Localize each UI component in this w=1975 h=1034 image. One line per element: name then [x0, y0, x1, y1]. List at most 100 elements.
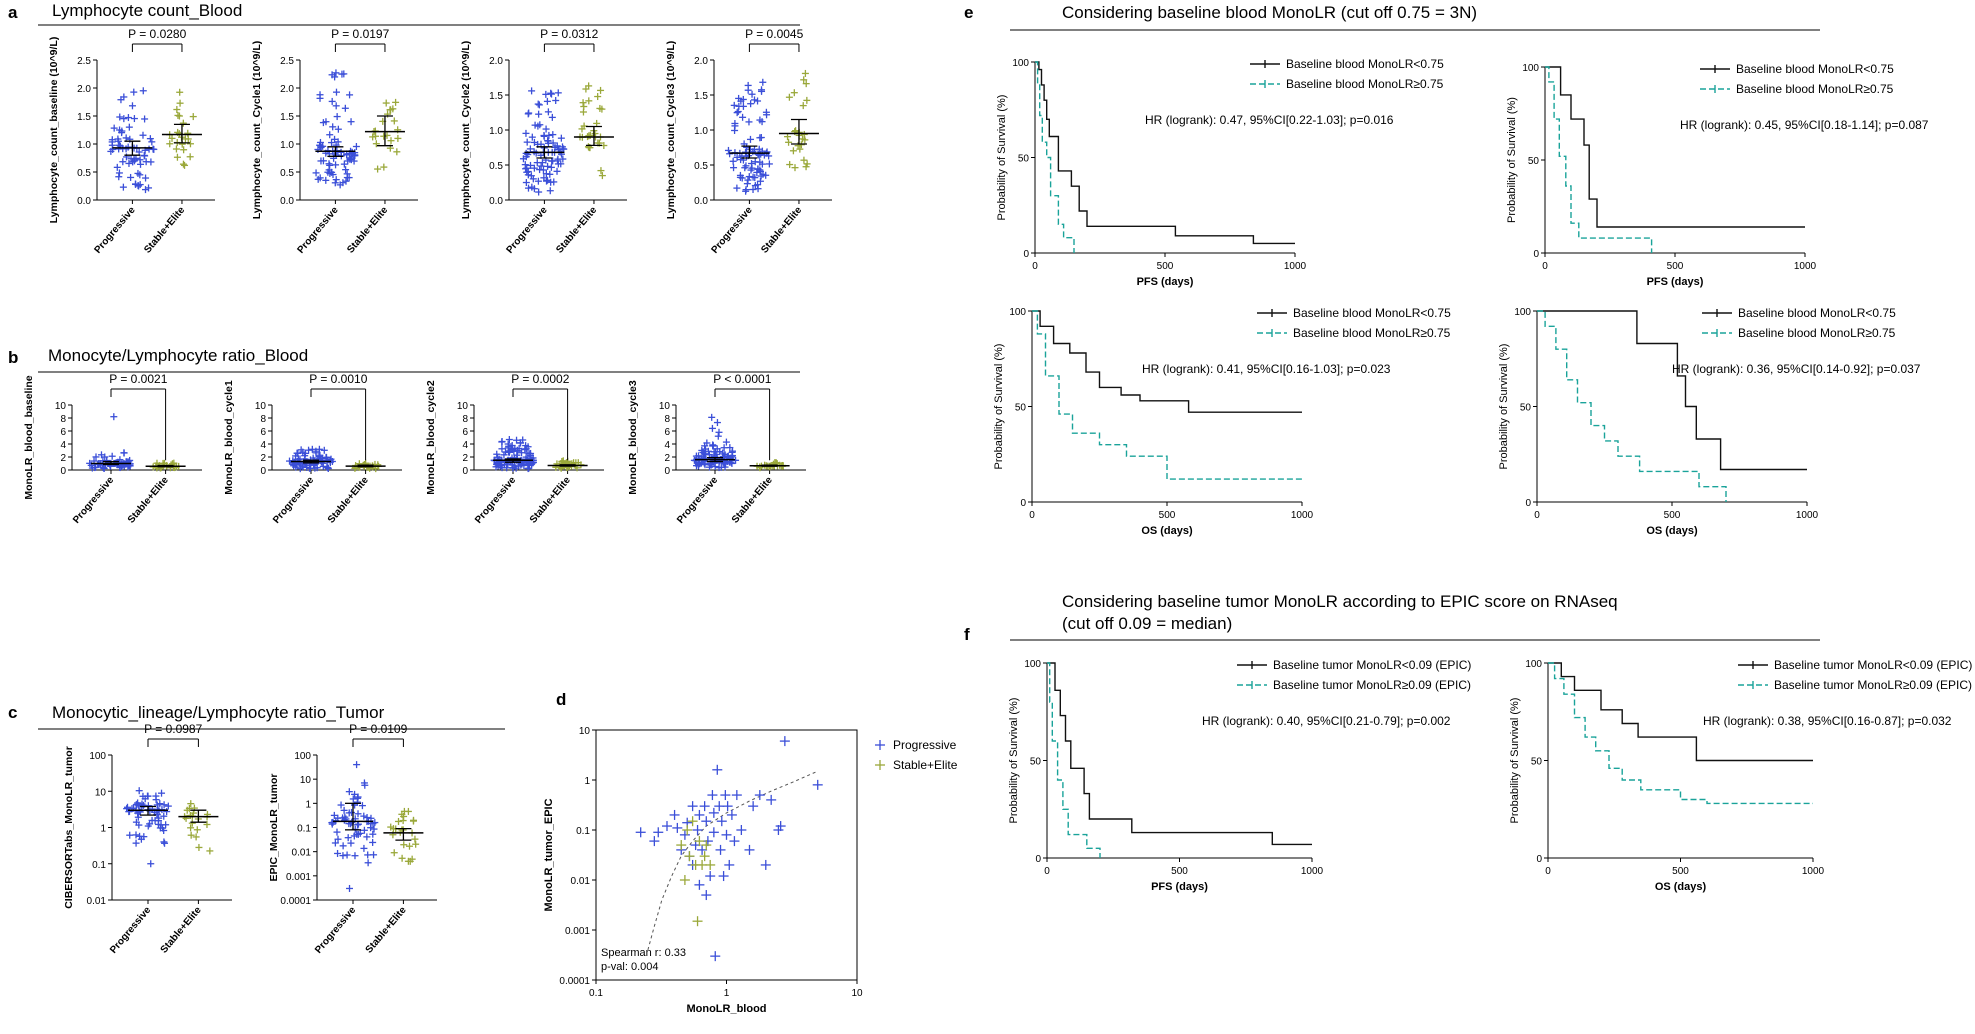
x-tick-label: 1	[724, 988, 730, 999]
y-axis-label: Probability of Survival (%)	[996, 95, 1008, 221]
x-tick-label: Stable+Elite	[364, 905, 409, 956]
y-axis-label: Lymphocyte_count_Cycle2 (10^9/L)	[460, 41, 472, 219]
y-tick-label: 1.5	[694, 91, 708, 102]
spearman-label: Spearman r: 0.33	[601, 947, 686, 959]
x-tick-label: 0	[1044, 866, 1050, 877]
x-tick-label: 1000	[1796, 510, 1819, 521]
y-axis-label: Lymphocyte_count_baseline (10^9/L)	[48, 37, 60, 224]
y-tick-label: 0	[1023, 249, 1029, 260]
x-tick-label: Stable+Elite	[326, 475, 371, 526]
y-axis-label: MonoLR_blood_baseline	[23, 375, 35, 499]
y-tick-label: 50	[1030, 757, 1042, 768]
p-value-label: P = 0.0312	[540, 27, 598, 41]
y-tick-label: 100	[1514, 307, 1531, 318]
y-tick-label: 6	[60, 427, 66, 438]
y-tick-label: 4	[664, 440, 670, 451]
km-curve-high	[1537, 310, 1727, 502]
legend-label-1: Baseline blood MonoLR≥0.75	[1286, 77, 1444, 91]
y-tick-label: 2.5	[280, 56, 294, 67]
y-tick-label: 2.0	[280, 84, 294, 95]
x-tick-label: Stable+Elite	[730, 475, 775, 526]
x-tick-label: Stable+Elite	[126, 475, 171, 526]
km-curve-low	[1047, 662, 1312, 846]
x-tick-label: Progressive	[675, 475, 721, 526]
y-tick-label: 50	[1015, 403, 1027, 414]
y-tick-label: 1	[100, 824, 106, 835]
x-tick-label: 500	[1171, 866, 1188, 877]
y-tick-label: 0.0	[694, 196, 708, 207]
legend-label-1: Baseline blood MonoLR≥0.75	[1293, 326, 1451, 340]
x-tick-label: 0.1	[589, 988, 603, 999]
x-tick-label: Progressive	[108, 905, 154, 956]
legend-progressive-label: Progressive	[893, 738, 957, 752]
y-tick-label: 100	[1525, 659, 1542, 670]
y-tick-label: 0.0	[489, 196, 503, 207]
scatter-panel-d: 0.0001 0.001 0.01 0.1 1 10 0.1 1 10 MonoLR_blood M…	[543, 726, 958, 1015]
y-tick-label: 0.0001	[280, 896, 311, 907]
y-tick-label: 0.001	[565, 926, 590, 937]
legend-label-0: Baseline blood MonoLR<0.75	[1286, 57, 1444, 71]
x-tick-label: 0	[1029, 510, 1035, 521]
y-tick-label: 0	[260, 466, 266, 477]
y-tick-label: 1.5	[489, 91, 503, 102]
hr-label: HR (logrank): 0.47, 95%CI[0.22-1.03]; p=…	[1145, 113, 1394, 127]
y-tick-label: 2.0	[77, 84, 91, 95]
y-axis-label: Probability of Survival (%)	[1509, 698, 1521, 824]
y-tick-label: 0.5	[694, 161, 708, 172]
hr-label: HR (logrank): 0.41, 95%CI[0.16-1.03]; p=…	[1142, 362, 1391, 376]
hr-label: HR (logrank): 0.36, 95%CI[0.14-0.92]; p=…	[1672, 362, 1921, 376]
km-curve-high	[1035, 61, 1075, 253]
km-curve-low	[1032, 310, 1302, 413]
y-tick-label: 1	[305, 799, 311, 810]
y-tick-label: 0	[1020, 498, 1026, 509]
y-tick-label: 100	[1009, 307, 1026, 318]
y-tick-label: 1.0	[489, 126, 503, 137]
y-tick-label: 2	[462, 453, 468, 464]
y-tick-label: 0.001	[286, 872, 311, 883]
dotplot-a1: 0.0 0.5 1.0 1.5 2.0 2.5 Progressive Stable+Elit…	[48, 27, 215, 256]
x-axis-label: OS (days)	[1141, 525, 1193, 537]
y-tick-label: 0.1	[576, 826, 590, 837]
y-tick-label: 1.0	[694, 126, 708, 137]
hr-label: HR (logrank): 0.45, 95%CI[0.18-1.14]; p=…	[1680, 118, 1929, 132]
y-tick-label: 100	[1024, 659, 1041, 670]
x-axis-label: OS (days)	[1655, 881, 1707, 893]
y-tick-label: 8	[60, 414, 66, 425]
km-curve-low	[1548, 662, 1813, 762]
x-tick-label: Progressive	[709, 205, 755, 256]
y-tick-label: 0	[462, 466, 468, 477]
x-tick-label: Progressive	[473, 475, 519, 526]
panel-letter-b: b	[8, 348, 18, 367]
dotplot-a2: 0.0 0.5 1.0 1.5 2.0 2.5 Progressive Stable+Elit…	[251, 27, 418, 256]
x-axis-label: PFS (days)	[1151, 881, 1208, 893]
km-curve-low	[1537, 310, 1807, 471]
legend-label-0: Baseline tumor MonoLR<0.09 (EPIC)	[1774, 658, 1972, 672]
x-tick-label: 0	[1542, 261, 1548, 272]
y-tick-label: 8	[462, 414, 468, 425]
x-tick-label: 1000	[1794, 261, 1817, 272]
legend-label-1: Baseline tumor MonoLR≥0.09 (EPIC)	[1273, 678, 1471, 692]
y-axis-label: Probability of Survival (%)	[1498, 344, 1510, 470]
x-tick-label: Progressive	[271, 475, 317, 526]
y-tick-label: 10	[659, 401, 671, 412]
y-tick-label: 4	[260, 440, 266, 451]
y-tick-label: 50	[1018, 154, 1030, 165]
p-value-label: P = 0.0987	[144, 722, 202, 736]
dotplot-c1: 0.01 0.1 1 10 100 Progressive Stable+Elite P = …	[63, 722, 232, 956]
km-curve-low	[1545, 66, 1805, 228]
y-axis-label: EPIC_MonoLR_tumor	[268, 774, 280, 882]
p-value-label: P = 0.0045	[745, 27, 803, 41]
y-axis-label: MonoLR_blood_cycle2	[425, 380, 437, 495]
panel-letter-d: d	[556, 690, 566, 709]
x-tick-label: 1000	[1284, 261, 1307, 272]
x-tick-label: 0	[1534, 510, 1540, 521]
y-axis-label: MonoLR_blood_cycle1	[223, 380, 235, 495]
dotplot-b3: 0 2 4 6 8 10 Progressive Stable+Elite P = 0.0002…	[425, 372, 604, 526]
y-tick-label: 4	[60, 440, 66, 451]
x-tick-label: 1000	[1291, 510, 1314, 521]
y-tick-label: 0.01	[87, 896, 107, 907]
section-title-f-line2: (cut off 0.09 = median)	[1062, 614, 1232, 633]
panel-letter-a: a	[8, 3, 18, 22]
